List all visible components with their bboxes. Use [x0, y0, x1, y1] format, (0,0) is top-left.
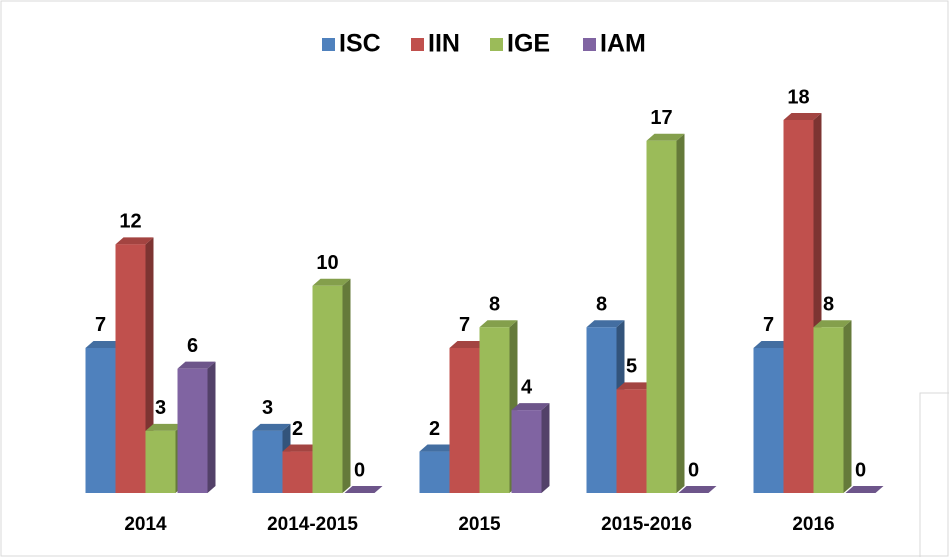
bar-top	[783, 113, 822, 120]
bar	[252, 430, 283, 493]
bar-top	[282, 444, 321, 452]
value-label: 4	[521, 376, 533, 398]
bar-top	[344, 486, 383, 493]
legend-swatch	[583, 38, 596, 51]
x-tick-label: 2014	[124, 514, 167, 535]
bar-top	[845, 486, 884, 493]
bar-top	[646, 133, 685, 141]
bar-top	[813, 320, 852, 328]
bar	[177, 368, 208, 493]
legend-swatch	[411, 38, 424, 51]
bar-top	[115, 237, 154, 245]
value-label: 10	[316, 252, 338, 274]
bar	[753, 347, 784, 493]
value-label: 7	[763, 314, 774, 336]
bar	[813, 327, 844, 493]
value-label: 18	[787, 86, 809, 108]
bar-top	[586, 320, 625, 328]
legend-swatch	[322, 38, 335, 51]
x-tick-label: 2015	[458, 514, 501, 535]
bar-top	[419, 444, 458, 452]
bar-top	[616, 382, 655, 390]
value-label: 8	[596, 294, 607, 316]
bar-side	[843, 320, 852, 493]
bar	[646, 140, 677, 493]
legend-label: IGE	[507, 30, 550, 58]
value-label: 3	[262, 397, 273, 419]
value-label: 6	[187, 335, 198, 357]
bar	[586, 327, 617, 493]
bar-top	[678, 486, 717, 493]
bar-top	[145, 423, 184, 431]
bar-top	[449, 340, 488, 348]
bar	[282, 451, 313, 493]
value-label: 0	[688, 459, 699, 481]
bar-top	[753, 340, 792, 348]
x-tick-label: 2014-2015	[267, 514, 358, 535]
bar	[449, 347, 480, 493]
bar	[85, 347, 116, 493]
bar-side	[207, 361, 216, 493]
value-label: 0	[354, 459, 365, 481]
value-label: 2	[429, 418, 440, 440]
bar-top	[479, 320, 518, 328]
bar	[115, 244, 146, 493]
value-label: 8	[823, 294, 834, 316]
bar-top	[511, 403, 550, 411]
bar	[145, 430, 176, 493]
legend-label: IAM	[600, 30, 646, 58]
value-label: 2	[292, 418, 303, 440]
bar-side	[541, 403, 550, 493]
value-label: 5	[626, 356, 637, 378]
bar	[312, 285, 343, 493]
bar-side	[676, 133, 685, 493]
bar	[616, 389, 647, 493]
value-label: 17	[650, 107, 672, 129]
bar	[511, 410, 542, 493]
value-label: 8	[489, 294, 500, 316]
bar-side	[342, 278, 351, 493]
value-label: 3	[155, 397, 166, 419]
x-tick-label: 2015-2016	[601, 514, 692, 535]
bar-top	[85, 340, 124, 348]
legend-label: IIN	[428, 30, 460, 58]
value-label: 7	[95, 314, 106, 336]
legend-swatch	[490, 38, 503, 51]
legend-label: ISC	[339, 30, 381, 58]
x-tick-label: 2016	[792, 514, 834, 535]
value-label: 0	[855, 459, 866, 481]
bar-top	[312, 278, 351, 286]
overlay-frame	[919, 392, 949, 557]
bar	[479, 327, 510, 493]
value-label: 12	[119, 211, 141, 233]
bar-top	[252, 423, 291, 431]
bar	[419, 451, 450, 493]
bar-top	[177, 361, 216, 369]
value-label: 7	[459, 314, 470, 336]
bar	[783, 120, 814, 493]
